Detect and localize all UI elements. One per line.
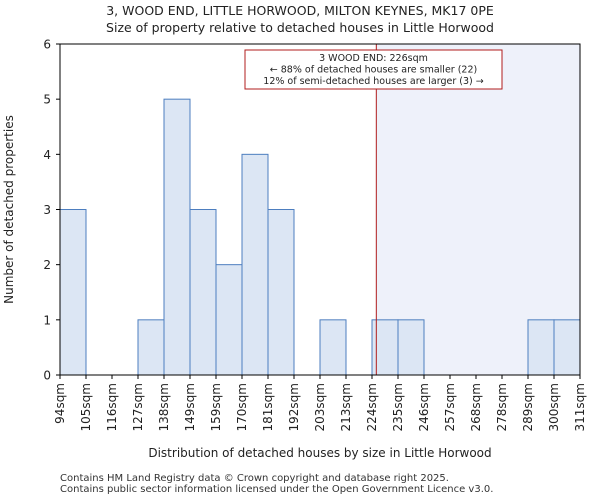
bar-94sqm <box>59 209 87 376</box>
x-tick-label: 192sqm <box>287 383 301 431</box>
x-tick-label: 149sqm <box>183 383 197 431</box>
bar-235sqm <box>397 319 425 376</box>
x-tick-label: 105sqm <box>79 383 93 431</box>
x-tick-label: 300sqm <box>547 383 561 431</box>
x-tick-label: 203sqm <box>313 383 327 431</box>
x-tick-label: 224sqm <box>365 383 379 431</box>
y-tick-label: 2 <box>43 258 51 272</box>
footer-copyright: Contains HM Land Registry data © Crown c… <box>60 473 449 484</box>
chart-title-address: 3, WOOD END, LITTLE HORWOOD, MILTON KEYN… <box>106 3 494 18</box>
x-axis-label: Distribution of detached houses by size … <box>148 446 491 460</box>
annotation-line: 3 WOOD END: 226sqm <box>319 53 428 64</box>
bar-149sqm <box>189 209 217 376</box>
x-tick-label: 289sqm <box>521 383 535 431</box>
x-tick-label: 235sqm <box>391 383 405 431</box>
x-tick-label: 127sqm <box>131 383 145 431</box>
x-tick-label: 278sqm <box>495 383 509 431</box>
x-tick-label: 138sqm <box>157 383 171 431</box>
annotation-line: ← 88% of detached houses are smaller (22… <box>270 65 477 76</box>
y-tick-label: 4 <box>43 148 51 162</box>
footer-licence: Contains public sector information licen… <box>60 484 494 495</box>
x-tick-label: 268sqm <box>469 383 483 431</box>
annotation-box <box>244 49 503 90</box>
y-tick-label: 0 <box>43 369 51 383</box>
y-tick-label: 6 <box>43 38 51 52</box>
bar-127sqm <box>137 319 165 376</box>
x-tick-label: 246sqm <box>417 383 431 431</box>
x-tick-label: 159sqm <box>209 383 223 431</box>
x-tick-label: 94sqm <box>53 383 67 424</box>
x-tick-label: 116sqm <box>105 383 119 431</box>
annotation-line: 12% of semi-detached houses are larger (… <box>263 76 483 87</box>
bar-203sqm <box>319 319 347 376</box>
bar-159sqm <box>215 264 243 376</box>
bar-170sqm <box>241 153 269 376</box>
chart-subtitle: Size of property relative to detached ho… <box>106 20 494 35</box>
y-tick-label: 1 <box>43 313 51 327</box>
x-tick-label: 181sqm <box>261 383 275 431</box>
x-tick-label: 213sqm <box>339 383 353 431</box>
bar-289sqm <box>527 319 555 376</box>
y-tick-label: 3 <box>43 203 51 217</box>
bar-138sqm <box>163 98 191 376</box>
x-tick-label: 170sqm <box>235 383 249 431</box>
x-tick-label: 311sqm <box>573 383 587 431</box>
x-tick-label: 257sqm <box>443 383 457 431</box>
y-axis-label: Number of detached properties <box>2 115 16 304</box>
y-tick-label: 5 <box>43 93 51 107</box>
bar-181sqm <box>267 209 295 376</box>
bar-300sqm <box>553 319 581 376</box>
